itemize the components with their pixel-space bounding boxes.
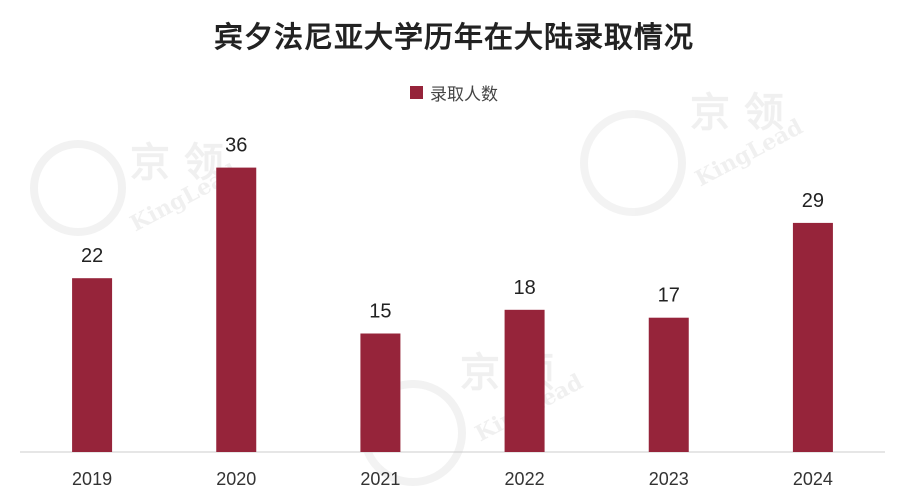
data-label-2022: 18 — [513, 277, 535, 299]
x-tick-label-2022: 2022 — [505, 469, 545, 489]
x-tick-label-2024: 2024 — [793, 469, 833, 489]
bar-2019 — [72, 278, 113, 452]
data-label-2019: 22 — [81, 245, 103, 267]
bar-2021 — [360, 333, 401, 452]
x-tick-label-2019: 2019 — [72, 469, 112, 489]
bar-2022 — [504, 309, 545, 452]
x-tick-label-2021: 2021 — [360, 469, 400, 489]
bar-2024 — [792, 222, 833, 452]
x-tick-label-2020: 2020 — [216, 469, 256, 489]
bar-2020 — [216, 167, 257, 452]
chart-title: 宾夕法尼亚大学历年在大陆录取情况 — [213, 20, 694, 54]
data-label-2021: 15 — [369, 301, 391, 323]
data-label-2024: 29 — [802, 190, 824, 212]
data-label-2023: 17 — [658, 285, 680, 307]
legend-label: 录取人数 — [430, 85, 498, 105]
chart-legend: 录取人数 — [0, 80, 908, 105]
bar-2023 — [648, 317, 689, 452]
data-label-2020: 36 — [225, 135, 247, 157]
legend-swatch — [410, 86, 423, 99]
x-tick-label-2023: 2023 — [649, 469, 689, 489]
